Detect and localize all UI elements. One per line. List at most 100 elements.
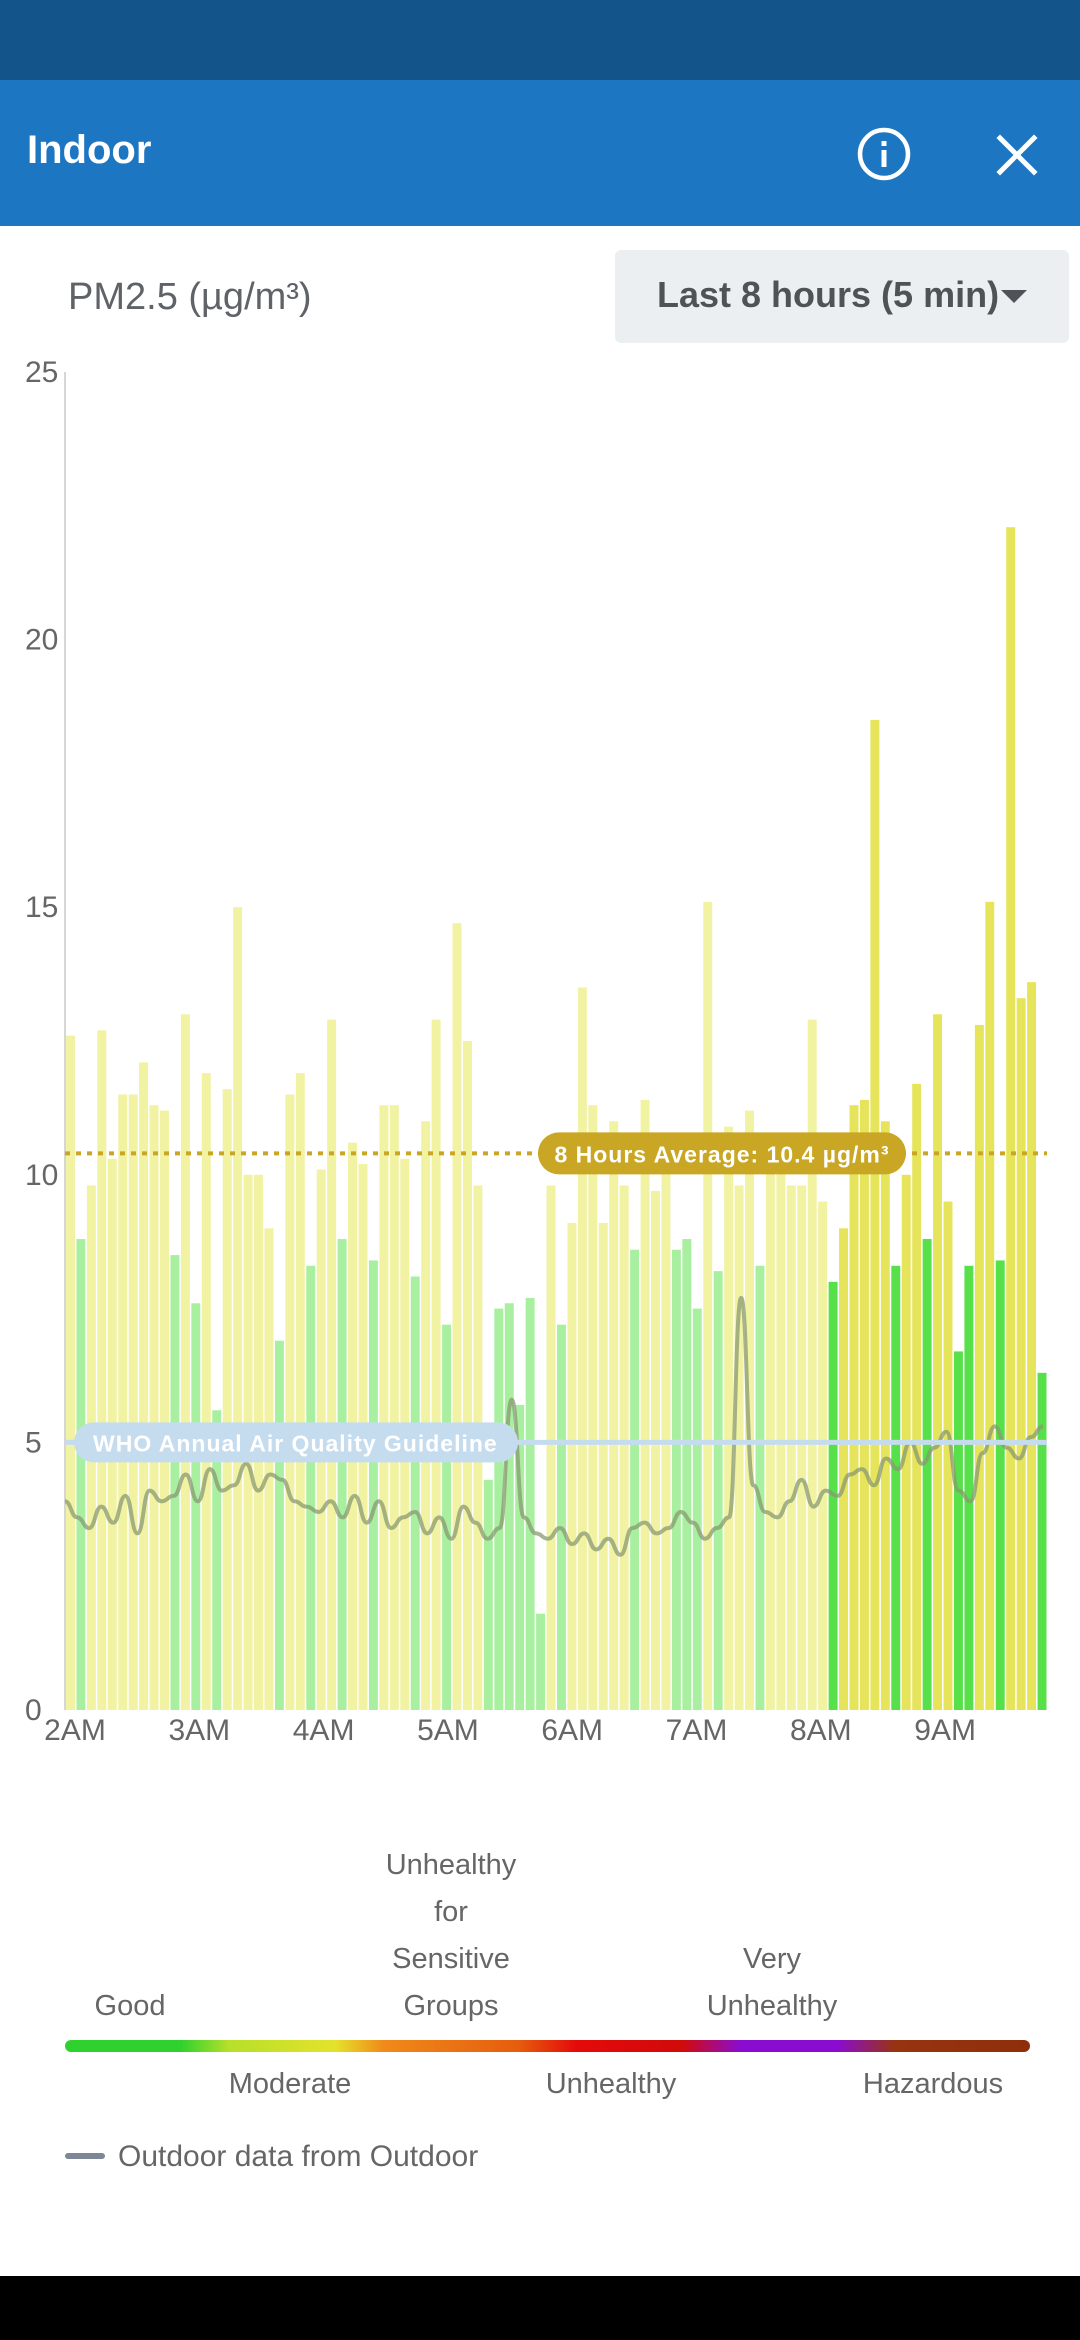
indoor-bar [870,719,880,1710]
pm25-chart: 0 5 10 15 20 25 WHO Annual Air Quality Guideli… [25,356,1047,1747]
indoor-bar [609,1121,619,1710]
time-range-value: Last 8 hours (5 min) [657,274,1000,315]
indoor-bar [494,1308,504,1710]
indoor-bar [974,1024,984,1710]
average-label: 8 Hours Average: 10.4 µg/m³ [554,1141,889,1167]
indoor-bar [536,1613,546,1710]
indoor-bar [66,1035,75,1710]
indoor-bar [410,1276,420,1710]
indoor-bar [368,1260,378,1710]
indoor-bar [807,1019,817,1710]
indoor-bar [776,1142,786,1710]
indoor-bar [327,1019,337,1710]
aqi-legend-line: Groups [403,1990,499,2022]
indoor-bar [483,1479,493,1710]
indoor-bar [995,1260,1005,1710]
indoor-bar [786,1185,796,1710]
indoor-bar [765,1158,775,1710]
indoor-bar [953,1351,963,1710]
indoor-bar [97,1030,107,1710]
indoor-bar [724,1126,734,1710]
indoor-bar [588,1105,598,1710]
aqi-color-scale [65,2040,1030,2052]
aqi-legend-label: Moderate [228,2068,352,2100]
time-range-dropdown[interactable]: Last 8 hours (5 min) [615,250,1069,343]
metric-label: PM2.5 (µg/m³) [68,276,312,318]
indoor-bar [295,1073,305,1710]
indoor-bar [274,1340,284,1710]
indoor-bar [128,1094,138,1710]
indoor-bar [734,1185,744,1710]
indoor-bar [839,1228,849,1710]
indoor-bar [922,1239,932,1710]
indoor-bar [755,1265,765,1710]
indoor-bar [306,1265,316,1710]
x-tick-label: 5AM [417,1714,479,1747]
aqi-legend-line: Good [94,1990,166,2022]
info-circle-icon [857,127,911,181]
indoor-bar [76,1239,86,1710]
indoor-bar [891,1265,901,1710]
y-tick-label: 10 [25,1159,58,1192]
x-tick-label: 4AM [293,1714,355,1747]
app-header: Indoor [0,80,1080,226]
indoor-bar [118,1094,128,1710]
average-badge [538,1132,906,1175]
indoor-bar [964,1265,974,1710]
header-title: Indoor [27,128,152,172]
indoor-bar [577,987,587,1710]
close-button[interactable] [990,128,1044,182]
indoor-bar [149,1105,159,1710]
aqi-legend-line: for [434,1896,468,1928]
indoor-bar [661,1158,671,1710]
indoor-bar [515,1404,525,1710]
indoor-bar [139,1062,149,1710]
indoor-bar [682,1239,692,1710]
indoor-bar [557,1324,566,1710]
close-icon [996,134,1038,176]
indoor-bar [943,1201,953,1710]
indoor-bar [619,1185,629,1710]
indoor-bar [818,1201,828,1710]
outdoor-line-swatch [65,2153,105,2159]
indoor-bar [1006,527,1016,1710]
indoor-bar [222,1089,232,1710]
y-tick-label: 0 [25,1694,42,1727]
y-tick-label: 25 [25,356,58,389]
indoor-bar [1016,998,1026,1710]
indoor-bar [797,1185,807,1710]
indoor-bar [713,1271,723,1710]
indoor-bar [598,1222,608,1710]
indoor-bar [880,1121,890,1710]
x-tick-label: 9AM [914,1714,976,1747]
navigation-bar [0,2276,1080,2340]
indoor-bar [379,1105,389,1710]
indoor-bar [849,1105,859,1710]
aqi-legend-label: Unhealthy for Sensitive Groups [341,1842,561,2030]
who-guideline-badge [74,1422,518,1463]
aqi-legend-line: Unhealthy [385,1849,517,1881]
indoor-bar [640,1099,650,1710]
outdoor-series-line [64,1295,1044,1557]
indoor-bar [233,907,243,1710]
info-button[interactable] [855,125,913,183]
aqi-legend-line: Unhealthy [706,1990,838,2022]
indoor-bar [337,1239,347,1710]
aqi-legend-label: Hazardous [862,2068,1004,2100]
indoor-bar [703,901,713,1710]
y-tick-label: 15 [25,891,58,924]
indoor-bar [170,1255,180,1710]
indoor-bar [264,1228,274,1710]
who-guideline-label: WHO Annual Air Quality Guideline [93,1430,498,1456]
outdoor-data-label: Outdoor data from Outdoor [118,2140,479,2173]
x-tick-label: 7AM [666,1714,728,1747]
indoor-bar [452,923,462,1710]
indoor-bar [671,1249,681,1710]
aqi-legend-line: Very [742,1943,802,1975]
indoor-bar [546,1185,556,1710]
y-tick-label: 5 [25,1426,42,1459]
indoor-bar [201,1073,211,1710]
indoor-bar [191,1303,201,1710]
x-tick-label: 3AM [168,1714,230,1747]
indoor-bar [692,1308,702,1710]
